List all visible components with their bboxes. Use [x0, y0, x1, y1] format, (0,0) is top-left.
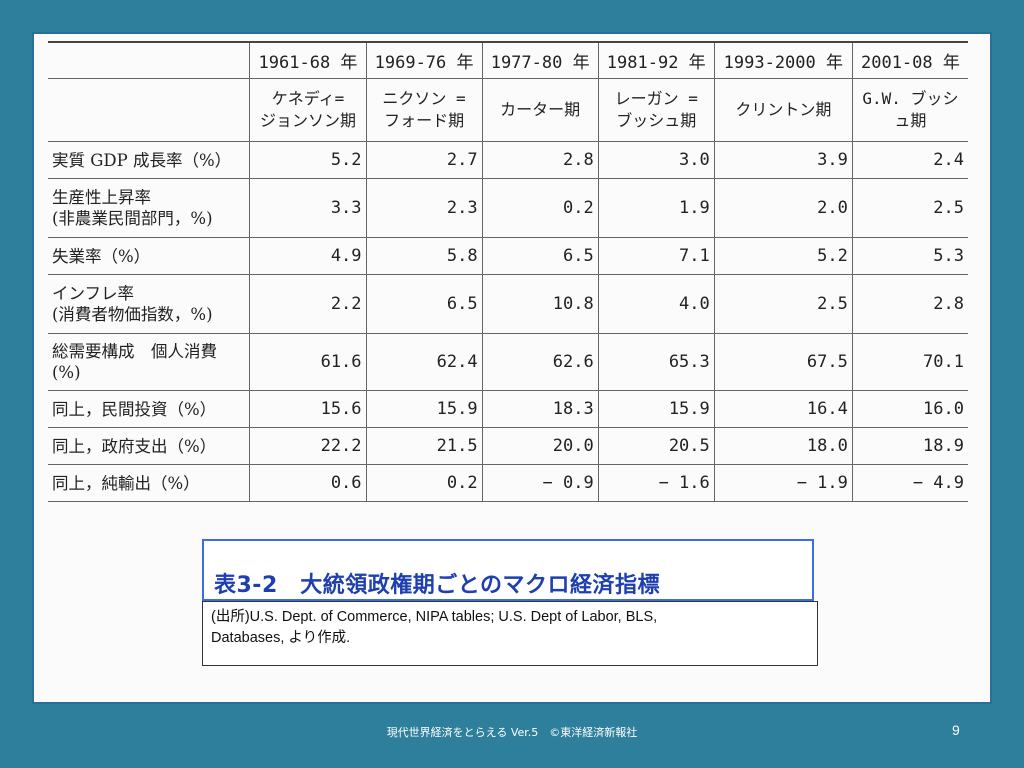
year-header: 1977-80 年: [481, 41, 599, 79]
president-header: レーガン = ブッシュ期: [597, 78, 715, 142]
table-cell: − 1.6: [597, 464, 715, 502]
table-cell: 18.0: [713, 427, 853, 465]
table-row: 同上，政府支出（%） 22.2 21.5 20.0 20.5 18.0 18.9: [48, 427, 968, 465]
table-cell: − 0.9: [481, 464, 599, 502]
table-cell: 62.6: [481, 333, 599, 391]
table-cell: 15.9: [365, 390, 483, 428]
table-cell: 65.3: [597, 333, 715, 391]
table-row: 同上，純輸出（%） 0.6 0.2 − 0.9 − 1.6 − 1.9 − 4.…: [48, 464, 968, 502]
macro-indicators-table: 1961-68 年 1969-76 年 1977-80 年 1981-92 年 …: [48, 41, 968, 502]
table-cell: 18.9: [851, 427, 968, 465]
row-label: 失業率（%）: [48, 237, 250, 275]
year-header-row: 1961-68 年 1969-76 年 1977-80 年 1981-92 年 …: [48, 41, 968, 79]
row-label: 同上，純輸出（%）: [48, 464, 250, 502]
table-cell: 5.2: [249, 141, 367, 179]
table-cell: 3.9: [713, 141, 853, 179]
table-cell: 67.5: [713, 333, 853, 391]
table-cell: 70.1: [851, 333, 968, 391]
table-cell: 22.2: [249, 427, 367, 465]
table-row: 生産性上昇率 (非農業民間部門，%) 3.3 2.3 0.2 1.9 2.0 2.…: [48, 178, 968, 238]
slide: 1961-68 年 1969-76 年 1977-80 年 1981-92 年 …: [32, 32, 992, 704]
president-header: ニクソン = フォード期: [365, 78, 483, 142]
source-note: (出所)U.S. Dept. of Commerce, NIPA tables;…: [202, 601, 818, 666]
table-cell: 5.2: [713, 237, 853, 275]
table-cell: 16.4: [713, 390, 853, 428]
president-header: ケネディ= ジョンソン期: [249, 78, 367, 142]
table-cell: 15.6: [249, 390, 367, 428]
table-cell: 2.8: [851, 274, 968, 334]
year-header: 1981-92 年: [597, 41, 715, 79]
page-number: 9: [952, 722, 960, 738]
table-cell: − 4.9: [851, 464, 968, 502]
table-cell: 20.5: [597, 427, 715, 465]
row-label: インフレ率 (消費者物価指数，%): [48, 274, 250, 334]
table-cell: 6.5: [365, 274, 483, 334]
year-header: 1969-76 年: [365, 41, 483, 79]
table-cell: 2.0: [713, 178, 853, 238]
table-cell: 4.0: [597, 274, 715, 334]
table-cell: 62.4: [365, 333, 483, 391]
president-header: カーター期: [481, 78, 599, 142]
header-corner: [48, 41, 250, 79]
table-cell: 2.3: [365, 178, 483, 238]
table-cell: 3.3: [249, 178, 367, 238]
table-cell: 20.0: [481, 427, 599, 465]
table-cell: 2.5: [851, 178, 968, 238]
table-cell: 5.8: [365, 237, 483, 275]
row-label: 同上，民間投資（%）: [48, 390, 250, 428]
table-row: 失業率（%） 4.9 5.8 6.5 7.1 5.2 5.3: [48, 237, 968, 275]
table-cell: 5.3: [851, 237, 968, 275]
year-header: 2001-08 年: [851, 41, 968, 79]
table-cell: 61.6: [249, 333, 367, 391]
table-cell: 16.0: [851, 390, 968, 428]
table-cell: 7.1: [597, 237, 715, 275]
table-cell: − 1.9: [713, 464, 853, 502]
row-label: 同上，政府支出（%）: [48, 427, 250, 465]
table-cell: 2.4: [851, 141, 968, 179]
president-header: G.W. ブッシ ュ期: [851, 78, 968, 142]
table-cell: 2.5: [713, 274, 853, 334]
table-cell: 2.8: [481, 141, 599, 179]
row-label: 生産性上昇率 (非農業民間部門，%): [48, 178, 250, 238]
table-row: 実質 GDP 成長率（%） 5.2 2.7 2.8 3.0 3.9 2.4: [48, 141, 968, 179]
table-caption: 表3-2 大統領政権期ごとのマクロ経済指標: [202, 539, 814, 601]
row-label: 総需要構成 個人消費 (%): [48, 333, 250, 391]
table-cell: 2.7: [365, 141, 483, 179]
footer-text: 現代世界経済をとらえる Ver.5 ©東洋経済新報社: [386, 726, 638, 739]
table-row: 総需要構成 個人消費 (%) 61.6 62.4 62.6 65.3 67.5 7…: [48, 333, 968, 391]
caption-text: 表3-2 大統領政権期ごとのマクロ経済指標: [214, 573, 661, 598]
source-line: Databases, より作成.: [211, 630, 351, 646]
header-corner: [48, 78, 250, 142]
table-cell: 4.9: [249, 237, 367, 275]
table-cell: 1.9: [597, 178, 715, 238]
table-row: インフレ率 (消費者物価指数，%) 2.2 6.5 10.8 4.0 2.5 2.…: [48, 274, 968, 334]
table-cell: 0.2: [365, 464, 483, 502]
table-cell: 15.9: [597, 390, 715, 428]
table-cell: 2.2: [249, 274, 367, 334]
table-row: 同上，民間投資（%） 15.6 15.9 18.3 15.9 16.4 16.0: [48, 390, 968, 428]
table-cell: 21.5: [365, 427, 483, 465]
table-cell: 18.3: [481, 390, 599, 428]
table-cell: 6.5: [481, 237, 599, 275]
president-header: クリントン期: [713, 78, 853, 142]
year-header: 1993-2000 年: [713, 41, 853, 79]
table-cell: 0.2: [481, 178, 599, 238]
table-cell: 3.0: [597, 141, 715, 179]
table-cell: 10.8: [481, 274, 599, 334]
source-line: (出所)U.S. Dept. of Commerce, NIPA tables;…: [211, 609, 658, 625]
year-header: 1961-68 年: [249, 41, 367, 79]
table-cell: 0.6: [249, 464, 367, 502]
row-label: 実質 GDP 成長率（%）: [48, 141, 250, 179]
president-header-row: ケネディ= ジョンソン期 ニクソン = フォード期 カーター期 レーガン = ブッシュ…: [48, 78, 968, 142]
